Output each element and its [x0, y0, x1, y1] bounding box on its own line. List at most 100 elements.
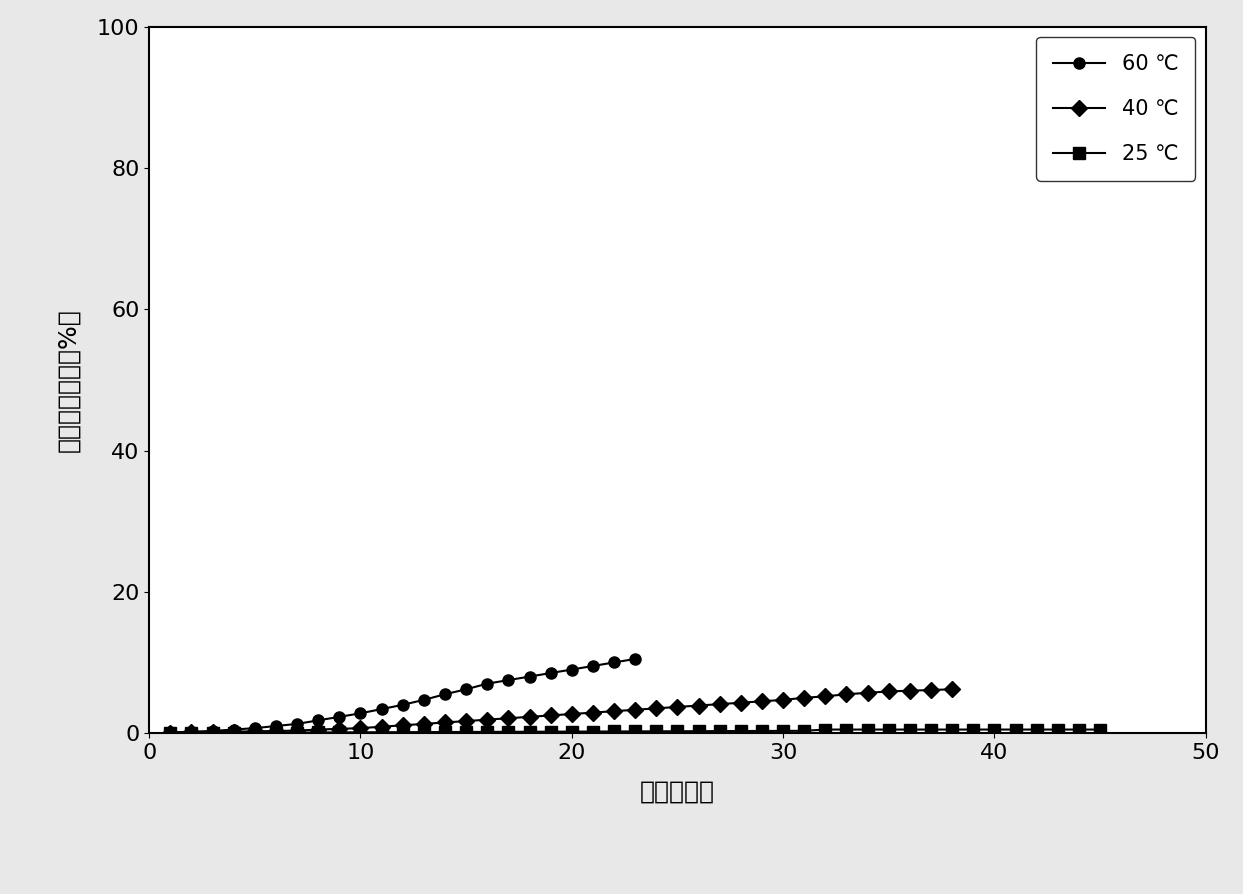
25 ℃: [163, 728, 178, 738]
25 ℃: [1008, 724, 1023, 735]
40 ℃: [607, 706, 622, 717]
25 ℃: [1029, 724, 1044, 735]
40 ℃: [839, 689, 854, 700]
25 ℃: [585, 726, 600, 737]
25 ℃: [860, 724, 875, 735]
25 ℃: [480, 727, 495, 738]
60 ℃: [353, 708, 368, 719]
40 ℃: [268, 726, 283, 737]
25 ℃: [755, 726, 769, 737]
25 ℃: [649, 726, 664, 737]
60 ℃: [311, 715, 326, 726]
25 ℃: [776, 726, 791, 737]
40 ℃: [902, 686, 917, 696]
60 ℃: [564, 664, 579, 675]
40 ℃: [881, 686, 896, 696]
25 ℃: [268, 727, 283, 738]
60 ℃: [395, 699, 410, 710]
25 ℃: [438, 727, 452, 738]
25 ℃: [226, 728, 241, 738]
25 ℃: [797, 725, 812, 736]
40 ℃: [438, 717, 452, 728]
25 ℃: [184, 728, 199, 738]
40 ℃: [374, 721, 389, 732]
40 ℃: [649, 703, 664, 713]
40 ℃: [860, 687, 875, 698]
60 ℃: [163, 727, 178, 738]
25 ℃: [332, 727, 347, 738]
Line: 40 ℃: 40 ℃: [165, 684, 957, 738]
60 ℃: [543, 668, 558, 679]
25 ℃: [987, 724, 1002, 735]
25 ℃: [945, 724, 960, 735]
40 ℃: [543, 710, 558, 721]
25 ℃: [247, 728, 262, 738]
25 ℃: [733, 726, 748, 737]
25 ℃: [543, 726, 558, 737]
25 ℃: [205, 728, 220, 738]
X-axis label: 时间（天）: 时间（天）: [640, 780, 715, 804]
25 ℃: [607, 726, 622, 737]
60 ℃: [416, 695, 431, 705]
25 ℃: [691, 726, 706, 737]
40 ℃: [395, 720, 410, 730]
40 ℃: [691, 700, 706, 711]
25 ℃: [839, 724, 854, 735]
40 ℃: [628, 704, 643, 715]
60 ℃: [607, 657, 622, 668]
40 ℃: [755, 696, 769, 706]
40 ℃: [585, 707, 600, 718]
60 ℃: [480, 679, 495, 689]
60 ℃: [628, 654, 643, 664]
40 ℃: [353, 722, 368, 733]
25 ℃: [818, 724, 833, 735]
25 ℃: [564, 726, 579, 737]
40 ℃: [522, 712, 537, 722]
25 ℃: [924, 724, 938, 735]
60 ℃: [226, 724, 241, 735]
25 ℃: [881, 724, 896, 735]
60 ℃: [247, 722, 262, 733]
25 ℃: [395, 727, 410, 738]
25 ℃: [522, 726, 537, 737]
40 ℃: [797, 693, 812, 704]
60 ℃: [374, 704, 389, 714]
Line: 25 ℃: 25 ℃: [165, 724, 1105, 738]
40 ℃: [184, 727, 199, 738]
Line: 60 ℃: 60 ℃: [165, 654, 640, 738]
40 ℃: [501, 713, 516, 723]
60 ℃: [501, 675, 516, 686]
25 ℃: [459, 727, 474, 738]
40 ℃: [416, 719, 431, 730]
40 ℃: [670, 702, 685, 713]
40 ℃: [226, 726, 241, 737]
25 ℃: [501, 727, 516, 738]
40 ℃: [733, 697, 748, 708]
40 ℃: [776, 695, 791, 705]
25 ℃: [311, 727, 326, 738]
40 ℃: [163, 728, 178, 738]
40 ℃: [290, 725, 305, 736]
25 ℃: [1093, 724, 1108, 735]
60 ℃: [332, 712, 347, 722]
60 ℃: [522, 671, 537, 682]
25 ℃: [353, 727, 368, 738]
60 ℃: [585, 661, 600, 671]
25 ℃: [902, 724, 917, 735]
25 ℃: [416, 727, 431, 738]
25 ℃: [374, 727, 389, 738]
40 ℃: [564, 709, 579, 720]
60 ℃: [205, 726, 220, 737]
40 ℃: [247, 726, 262, 737]
25 ℃: [670, 726, 685, 737]
25 ℃: [966, 724, 981, 735]
25 ℃: [1050, 724, 1065, 735]
Legend: 60 ℃, 40 ℃, 25 ℃: 60 ℃, 40 ℃, 25 ℃: [1037, 38, 1196, 181]
Y-axis label: 碳锨的失重率（%）: 碳锨的失重率（%）: [56, 308, 80, 451]
40 ℃: [480, 714, 495, 725]
40 ℃: [332, 723, 347, 734]
25 ℃: [712, 726, 727, 737]
60 ℃: [459, 684, 474, 695]
40 ℃: [712, 699, 727, 710]
60 ℃: [184, 726, 199, 737]
